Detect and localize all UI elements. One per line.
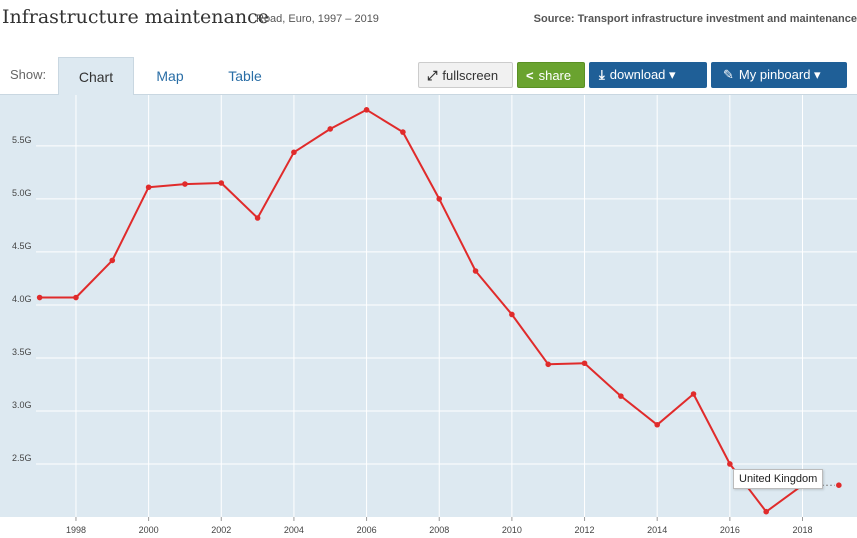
tab-chart[interactable]: Chart bbox=[58, 57, 134, 95]
share-label: share bbox=[538, 68, 572, 83]
fullscreen-icon: ⤢ bbox=[427, 68, 438, 83]
x-tick-label: 2000 bbox=[139, 525, 159, 535]
x-tick-label: 2018 bbox=[792, 525, 812, 535]
download-button[interactable]: ⤓ download ▾ bbox=[589, 62, 707, 88]
y-tick-label: 2.5G bbox=[12, 453, 32, 463]
data-point bbox=[218, 180, 225, 186]
y-tick-label: 3.0G bbox=[12, 400, 32, 410]
view-tabbar: Show: Chart Map Table ⤢ fullscreen < share… bbox=[0, 57, 857, 95]
data-point bbox=[581, 360, 588, 367]
data-point bbox=[690, 391, 697, 397]
tab-table[interactable]: Table bbox=[228, 68, 262, 84]
share-icon: < bbox=[526, 68, 534, 83]
fullscreen-button[interactable]: ⤢ fullscreen bbox=[418, 62, 513, 88]
data-point bbox=[73, 294, 79, 301]
x-tick-label: 2008 bbox=[429, 525, 449, 535]
x-tick-label: 2006 bbox=[357, 525, 377, 535]
pin-icon: ✎ bbox=[723, 67, 734, 82]
data-point bbox=[254, 215, 261, 221]
x-tick-label: 2010 bbox=[502, 525, 522, 535]
data-point bbox=[654, 421, 660, 428]
y-tick-label: 5.0G bbox=[12, 188, 32, 198]
x-tick-label: 1998 bbox=[66, 525, 86, 535]
data-point bbox=[36, 294, 43, 301]
data-point bbox=[763, 508, 769, 515]
download-icon: ⤓ bbox=[599, 67, 605, 82]
y-tick-label: 3.5G bbox=[12, 347, 32, 357]
data-point bbox=[618, 393, 624, 399]
data-point bbox=[400, 129, 406, 135]
data-point bbox=[145, 184, 152, 191]
share-button[interactable]: < share bbox=[517, 62, 585, 88]
series-tooltip: United Kingdom bbox=[733, 469, 824, 489]
page-title: Infrastructure maintenance bbox=[2, 6, 269, 28]
x-tick-label: 2004 bbox=[284, 525, 304, 535]
data-point bbox=[836, 482, 842, 488]
tab-map[interactable]: Map bbox=[156, 68, 184, 84]
x-axis-area bbox=[0, 517, 857, 538]
chart-subtitle: Road, Euro, 1997 – 2019 bbox=[256, 13, 379, 25]
x-tick-label: 2002 bbox=[211, 525, 231, 535]
y-tick-label: 5.5G bbox=[12, 135, 32, 145]
data-point bbox=[109, 257, 116, 264]
y-tick-label: 4.0G bbox=[12, 294, 32, 304]
x-tick-label: 2012 bbox=[575, 525, 595, 535]
source-link[interactable]: Source: Transport infrastructure investm… bbox=[533, 13, 857, 25]
x-tick-label: 2016 bbox=[720, 525, 740, 535]
pinboard-button[interactable]: ✎ My pinboard ▾ bbox=[711, 62, 847, 88]
data-point bbox=[727, 461, 733, 467]
data-point bbox=[509, 311, 515, 318]
data-point bbox=[327, 126, 334, 132]
data-point bbox=[472, 268, 479, 274]
line-chart[interactable]: 2.5G 3.0G 3.5G 4.0G 4.5G 5.0G 5.5G 1998 2000 2002… bbox=[0, 95, 857, 538]
data-point bbox=[291, 149, 297, 156]
data-point bbox=[436, 196, 443, 202]
data-point bbox=[182, 181, 188, 187]
download-label: download ▾ bbox=[609, 67, 676, 82]
fullscreen-label: fullscreen bbox=[442, 68, 499, 83]
show-label: Show: bbox=[10, 67, 47, 82]
y-tick-label: 4.5G bbox=[12, 241, 32, 251]
data-point bbox=[545, 361, 552, 368]
data-point bbox=[363, 107, 370, 113]
plot-background bbox=[0, 95, 857, 517]
pinboard-label: My pinboard ▾ bbox=[738, 67, 821, 82]
x-tick-label: 2014 bbox=[647, 525, 667, 535]
chart-header: Infrastructure maintenance Road, Euro, 1… bbox=[0, 0, 857, 40]
